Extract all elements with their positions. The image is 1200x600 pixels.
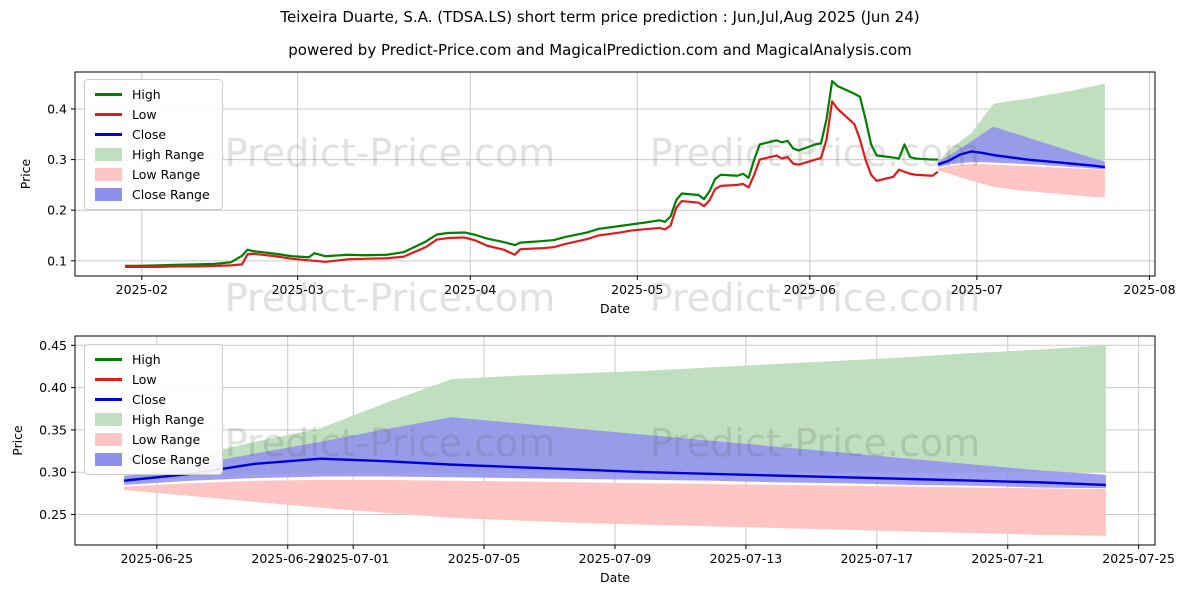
chart-subtitle: powered by Predict-Price.com and Magical… [288,41,912,59]
bottom-chart-x-tick-label: 2025-07-09 [579,551,652,566]
legend-item-close-range: Close Range [95,452,210,467]
legend-patch-swatch [95,148,122,161]
top-chart-x-tick-label: 2025-02 [116,282,168,297]
legend-item-high-range: High Range [95,412,210,427]
legend-label: Close Range [132,452,210,467]
bottom-chart-y-tick-label: 0.40 [39,380,67,395]
legend-label: High Range [132,147,205,162]
top-chart-tick-labels: 2025-02 2025-03 2025-04 2025-05 2025-06 2025-… [18,101,1176,316]
top-chart-x-tick-label: 2025-05 [611,282,663,297]
bottom-chart-low-range-area [124,479,1106,536]
top-chart-y-tick-label: 0.4 [47,101,67,116]
top-chart-close-line [937,150,1106,169]
legend-patch-swatch [95,453,122,466]
legend-line-swatch [95,133,122,136]
bottom-chart-x-tick-label: 2025-07-25 [1102,551,1175,566]
bottom-chart-x-tick-label: 2025-07-01 [317,551,390,566]
legend-bottom-chart: High Low Close High Range Low Range Close Ran… [84,344,223,475]
legend-label: Low [132,107,157,122]
bottom-chart-xaxis-label: Date [600,570,630,585]
bottom-chart-x-tick-label: 2025-07-17 [840,551,913,566]
top-chart-x-tick-label: 2025-06 [784,282,836,297]
bottom-chart-y-tick-label: 0.35 [39,422,67,437]
legend-item-low: Low [95,107,210,122]
bottom-chart-x-tick-label: 2025-06-29 [251,551,324,566]
top-chart-x-tick-label: 2025-03 [272,282,324,297]
legend-label: Close [132,392,167,407]
bottom-chart-x-tick-label: 2025-06-25 [120,551,193,566]
legend-item-low-range: Low Range [95,432,210,447]
top-chart-x-tick-label: 2025-08 [1123,282,1175,297]
top-chart-frame [74,71,1156,277]
top-chart-x-tick-label: 2025-04 [444,282,496,297]
legend-label: Close [132,127,167,142]
bottom-chart-yaxis-label: Price [10,425,25,456]
top-chart-y-tick-label: 0.1 [47,253,67,268]
legend-patch-swatch [95,188,122,201]
bottom-chart-close-line [123,457,1106,487]
legend-patch-swatch [95,413,122,426]
legend-line-swatch [95,378,122,381]
legend-label: High [132,87,161,102]
legend-label: Low [132,372,157,387]
top-chart-high-line [125,80,938,267]
bottom-chart-y-tick-label: 0.30 [39,465,67,480]
legend-patch-swatch [95,168,122,181]
legend-item-low: Low [95,372,210,387]
legend-item-close-range: Close Range [95,187,210,202]
top-chart: 2025-02 2025-03 2025-04 2025-05 2025-06 2025-… [18,71,1176,316]
top-chart-close-range-area [937,126,1105,170]
legend-item-low-range: Low Range [95,167,210,182]
legend-label: Low Range [132,167,201,182]
legend-item-high: High [95,352,210,367]
top-chart-yaxis-label: Price [18,158,33,189]
bottom-chart-x-tick-label: 2025-07-05 [448,551,521,566]
top-chart-low-range-area [937,164,1105,198]
top-chart-y-tick-label: 0.3 [47,152,67,167]
bottom-chart-close-range-area [124,417,1106,489]
legend-label: Close Range [132,187,210,202]
bottom-chart-x-tick-label: 2025-07-13 [710,551,783,566]
legend-line-swatch [95,398,122,401]
legend-item-high: High [95,87,210,102]
legend-patch-swatch [95,433,122,446]
legend-label: High [132,352,161,367]
bottom-chart-x-tick-label: 2025-07-21 [971,551,1044,566]
legend-label: High Range [132,412,205,427]
top-chart-y-tick-label: 0.2 [47,203,67,218]
legend-item-close: Close [95,127,210,142]
chart-title: Teixeira Duarte, S.A. (TDSA.LS) short te… [280,8,920,26]
legend-line-swatch [95,358,122,361]
bottom-chart-y-tick-label: 0.25 [39,507,67,522]
legend-label: Low Range [132,432,201,447]
legend-line-swatch [95,93,122,96]
legend-line-swatch [95,113,122,116]
legend-item-close: Close [95,392,210,407]
top-chart-x-tick-label: 2025-07 [951,282,1003,297]
legend-item-high-range: High Range [95,147,210,162]
top-chart-low-line [125,100,939,268]
legend-top-chart: High Low Close High Range Low Range Close Ran… [84,79,223,210]
top-chart-xaxis-label: Date [600,301,630,316]
bottom-chart-y-tick-label: 0.45 [39,338,67,353]
